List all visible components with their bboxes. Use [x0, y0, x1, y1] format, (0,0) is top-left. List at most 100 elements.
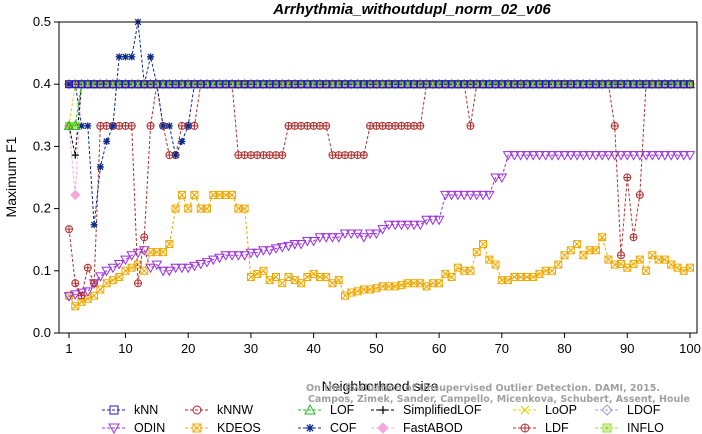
data-point-odin: [182, 263, 194, 274]
data-point-knn: [541, 80, 550, 89]
data-point-odin: [264, 246, 276, 256]
data-point-ldf: [635, 190, 644, 199]
data-point-odin: [433, 215, 445, 226]
data-point-odin: [333, 233, 345, 243]
data-point-odin: [113, 259, 125, 270]
data-point-ldf: [322, 121, 331, 130]
legend-item-kdeos: KDEOS: [185, 421, 261, 434]
legend-marker: [108, 423, 120, 434]
data-point-knn: [548, 80, 556, 89]
data-point-knn: [234, 80, 243, 89]
legend: kNN kNNW LOF SimplifiedLOF LoOP LDOF ODIN KDEOS…: [102, 403, 664, 434]
data-point-kdeos: [334, 276, 343, 285]
data-point-knn: [554, 80, 563, 89]
data-point-cof: [172, 151, 180, 159]
data-point-knn: [353, 80, 362, 89]
data-point-ldf: [617, 251, 625, 260]
data-point-knn: [516, 80, 525, 89]
legend-marker: [304, 403, 316, 415]
data-point-odin: [402, 220, 414, 231]
data-point-knn: [422, 80, 431, 89]
legend-label: LOF: [330, 403, 355, 417]
data-point-knn: [290, 80, 299, 89]
data-point-ldf: [629, 233, 638, 242]
data-point-knn: [221, 80, 230, 89]
data-point-knn: [272, 80, 280, 89]
data-point-cof: [178, 137, 186, 145]
plot-frame: [58, 21, 698, 334]
legend-label: FastABOD: [403, 421, 463, 434]
legend-item-ldof: LDOF: [595, 403, 661, 417]
legend-marker: [601, 404, 613, 416]
data-point-knn: [152, 80, 161, 89]
data-point-odin: [515, 151, 526, 161]
data-point-kdeos: [479, 240, 487, 249]
data-point-knn: [65, 80, 73, 89]
data-point-odin: [320, 233, 332, 243]
data-point-odin: [157, 266, 169, 277]
data-point-odin: [640, 151, 652, 161]
data-point-knn: [654, 80, 663, 89]
data-point-odin: [502, 151, 514, 161]
data-point-kdeos: [240, 204, 249, 213]
data-point-kdeos: [686, 263, 694, 272]
data-point-cof: [159, 122, 167, 130]
data-point-knn: [297, 80, 306, 89]
data-point-odin: [302, 236, 313, 247]
y-tick-label: 0.1: [33, 263, 51, 278]
data-point-kdeos: [554, 260, 563, 269]
data-point-knn: [535, 80, 544, 89]
data-point-knn: [591, 80, 600, 89]
data-point-odin: [151, 260, 163, 271]
x-axis: 1 10 20 30 40 50 60 70 80 90 100: [65, 333, 701, 356]
data-point-odin: [339, 229, 351, 239]
data-point-cof: [147, 53, 155, 61]
data-point-kdeos: [591, 246, 600, 255]
data-point-odin: [345, 229, 357, 239]
data-point-odin: [609, 151, 621, 161]
legend-label: KDEOS: [217, 421, 261, 434]
data-point-odin: [483, 190, 495, 201]
data-point-knn: [529, 80, 538, 89]
data-point-odin: [659, 151, 671, 161]
legend-item-odin: ODIN: [102, 421, 165, 434]
data-point-knn: [610, 80, 619, 89]
data-point-knn: [265, 80, 274, 89]
data-point-odin: [308, 236, 319, 247]
data-point-kdeos: [65, 291, 73, 300]
data-point-ldf: [83, 263, 92, 272]
data-point-knn: [441, 80, 450, 89]
data-point-knn: [485, 80, 494, 89]
data-point-odin: [546, 151, 558, 161]
data-point-odin: [314, 233, 326, 243]
data-point-kdeos: [228, 190, 237, 199]
data-point-odin: [270, 244, 282, 254]
data-point-odin: [82, 287, 94, 297]
data-point-kdeos: [642, 266, 651, 275]
data-point-odin: [364, 229, 376, 239]
data-point-odin: [245, 248, 257, 259]
data-point-kdeos: [259, 266, 268, 275]
y-axis: 0.0 0.1 0.2 0.3 0.4 0.5: [33, 14, 59, 340]
data-point-odin: [647, 151, 658, 161]
data-point-kdeos: [466, 266, 475, 275]
data-point-knn: [96, 80, 105, 89]
data-point-knn: [378, 80, 387, 89]
data-point-odin: [471, 190, 483, 201]
data-point-odin: [427, 215, 439, 226]
data-point-odin: [414, 220, 426, 231]
data-point-odin: [603, 151, 614, 161]
data-point-knn: [240, 80, 249, 89]
data-point-knn: [566, 80, 575, 89]
watermark-line-1: Campos, Zimek, Sander, Campello, Micenko…: [308, 394, 690, 405]
x-tick-label: 10: [118, 341, 132, 356]
x-tick-label: 100: [679, 341, 701, 356]
legend-marker: [306, 424, 314, 432]
data-point-kdeos: [159, 248, 168, 257]
data-point-ldf: [416, 121, 425, 130]
data-point-knn: [416, 80, 425, 89]
x-tick-label: 40: [306, 341, 320, 356]
plot-area: [63, 18, 696, 311]
data-point-knn: [579, 80, 588, 89]
